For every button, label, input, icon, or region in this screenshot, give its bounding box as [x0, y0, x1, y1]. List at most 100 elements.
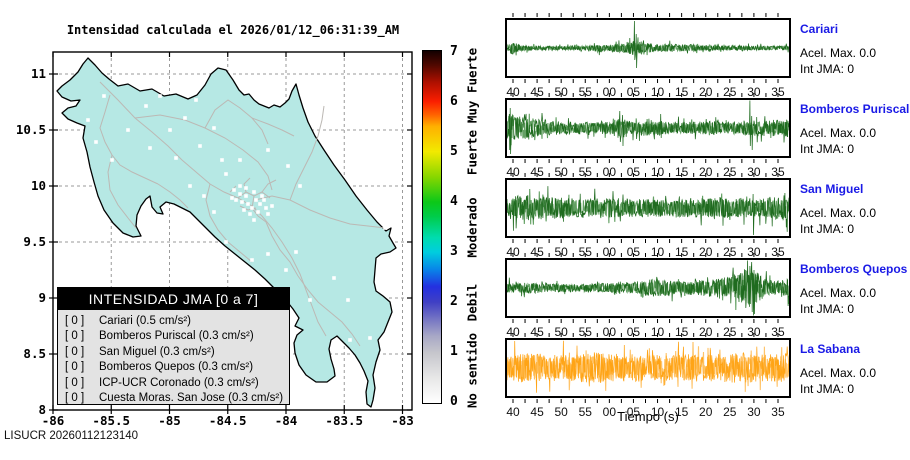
x-tick-label: -84: [274, 413, 298, 428]
legend-entry: [ 0 ] Bomberos Quepos (0.3 cm/s²): [65, 360, 289, 376]
station-marker: [230, 196, 234, 200]
station-marker: [244, 194, 248, 198]
station-marker: [254, 198, 258, 202]
station-marker: [308, 298, 312, 302]
station-marker: [266, 148, 270, 152]
seismogram-waveform: [507, 260, 789, 316]
station-marker: [286, 164, 290, 168]
costa-rica-landmass: [56, 57, 397, 408]
time-tick-label: 00: [602, 165, 617, 179]
legend-intensity-value: [ 0 ]: [65, 392, 85, 405]
time-tick-label: 40: [506, 245, 520, 259]
time-tick-label: 20: [699, 165, 713, 179]
station-marker: [294, 250, 298, 254]
legend-intensity-value: [ 0 ]: [65, 314, 85, 327]
colorbar-tick-label: 2: [450, 294, 458, 309]
time-tick-label: 35: [771, 325, 785, 339]
time-tick-label: 35: [771, 245, 785, 259]
station-int-jma: Int JMA: 0: [800, 382, 855, 396]
time-tick-label: 30: [747, 405, 761, 419]
station-int-jma: Int JMA: 0: [800, 142, 855, 156]
time-tick-label: 45: [530, 245, 544, 259]
time-tick-label: 40: [506, 165, 520, 179]
time-tick-label: 00: [602, 325, 617, 339]
station-marker: [158, 94, 162, 98]
legend-intensity-value: [ 0 ]: [65, 361, 85, 374]
seismogram-panel-frame: [505, 178, 791, 238]
station-acel-max: Acel. Max. 0.0: [800, 366, 877, 380]
legend-entry: [ 0 ] Bomberos Puriscal (0.3 cm/s²): [65, 329, 289, 345]
time-tick-label: 55: [578, 85, 592, 99]
legend-station-label: ICP-UCR Coronado (0.3 cm/s²): [99, 376, 259, 389]
legend-station-label: Cuesta Moras. San Jose (0.3 cm/s²): [99, 392, 284, 405]
time-tick-label: 20: [699, 405, 713, 419]
station-info-la-sabana: La Sabana Acel. Max. 0.0 Int JMA: 0: [800, 339, 910, 401]
legend-title: INTENSIDAD JMA [0 a 7]: [58, 288, 289, 310]
station-marker: [240, 200, 244, 204]
seismogram-waveform: [507, 20, 789, 69]
road-line: [261, 179, 277, 193]
station-acel-max: Acel. Max. 0.0: [800, 286, 877, 300]
time-tick-label: 35: [771, 85, 785, 99]
time-tick-label: 55: [578, 325, 592, 339]
intensity-legend: INTENSIDAD JMA [0 a 7] [ 0 ] Cariari (0.5…: [57, 287, 290, 405]
station-info-bomberos-quepos: Bomberos Quepos Acel. Max. 0.0 Int JMA: …: [800, 259, 910, 321]
station-name: Bomberos Quepos: [800, 262, 908, 276]
legend-entry: [ 0 ] Cuesta Moras. San Jose (0.3 cm/s²): [65, 391, 289, 407]
colorbar-tick-label: 3: [450, 244, 458, 259]
station-acel-max: Acel. Max. 0.0: [800, 46, 877, 60]
station-marker: [86, 118, 90, 122]
y-tick-label: 8: [38, 402, 46, 417]
station-marker: [220, 158, 224, 162]
road-line: [297, 275, 361, 347]
time-tick-label: 15: [674, 325, 689, 339]
station-marker: [110, 158, 114, 162]
colorbar-tick-label: 0: [450, 394, 458, 409]
time-tick-label: 50: [554, 325, 568, 339]
time-tick-label: 05: [626, 325, 641, 339]
station-int-jma: Int JMA: 0: [800, 302, 855, 316]
time-tick-label: 50: [554, 405, 568, 419]
road-line: [134, 114, 273, 191]
station-marker: [202, 194, 206, 198]
time-tick-label: 10: [650, 165, 665, 179]
station-marker: [246, 202, 250, 206]
time-tick-label: 05: [626, 405, 641, 419]
road-line: [205, 183, 253, 263]
station-marker: [238, 192, 242, 196]
seismogram-trace-group: [507, 186, 789, 236]
station-marker: [258, 202, 262, 206]
station-name: Cariari: [800, 22, 839, 36]
station-name: San Miguel: [800, 182, 864, 196]
legend-intensity-value: [ 0 ]: [65, 330, 85, 343]
road-line: [289, 105, 325, 201]
seismogram-waveform: [507, 340, 789, 393]
station-marker: [102, 94, 106, 98]
station-marker: [244, 186, 248, 190]
seismogram-trace-group: [507, 100, 789, 155]
station-marker: [252, 190, 256, 194]
legend-station-label: Bomberos Puriscal (0.3 cm/s²): [99, 330, 254, 343]
station-marker: [248, 212, 252, 216]
station-name: La Sabana: [800, 342, 861, 356]
time-tick-label: 15: [674, 245, 689, 259]
station-marker: [183, 116, 187, 120]
station-marker: [252, 218, 256, 222]
colorbar-tick-label: 5: [450, 144, 458, 159]
station-marker: [368, 336, 372, 340]
station-marker: [346, 298, 350, 302]
time-tick-label: 25: [723, 165, 737, 179]
time-tick-label: 55: [578, 165, 592, 179]
x-tick-label: -83.5: [325, 413, 364, 428]
station-marker: [234, 198, 238, 202]
x-tick-label: -83: [391, 413, 414, 428]
time-tick-label: 45: [530, 405, 544, 419]
time-tick-label: 25: [723, 405, 737, 419]
seismogram-panel-frame: [505, 258, 791, 318]
station-marker: [256, 210, 260, 214]
time-tick-label: 30: [747, 325, 761, 339]
road-line: [251, 117, 295, 137]
watermark-text: LISUCR 20260112123140: [4, 430, 139, 442]
time-tick-label: 35: [771, 405, 785, 419]
station-marker: [212, 126, 216, 130]
